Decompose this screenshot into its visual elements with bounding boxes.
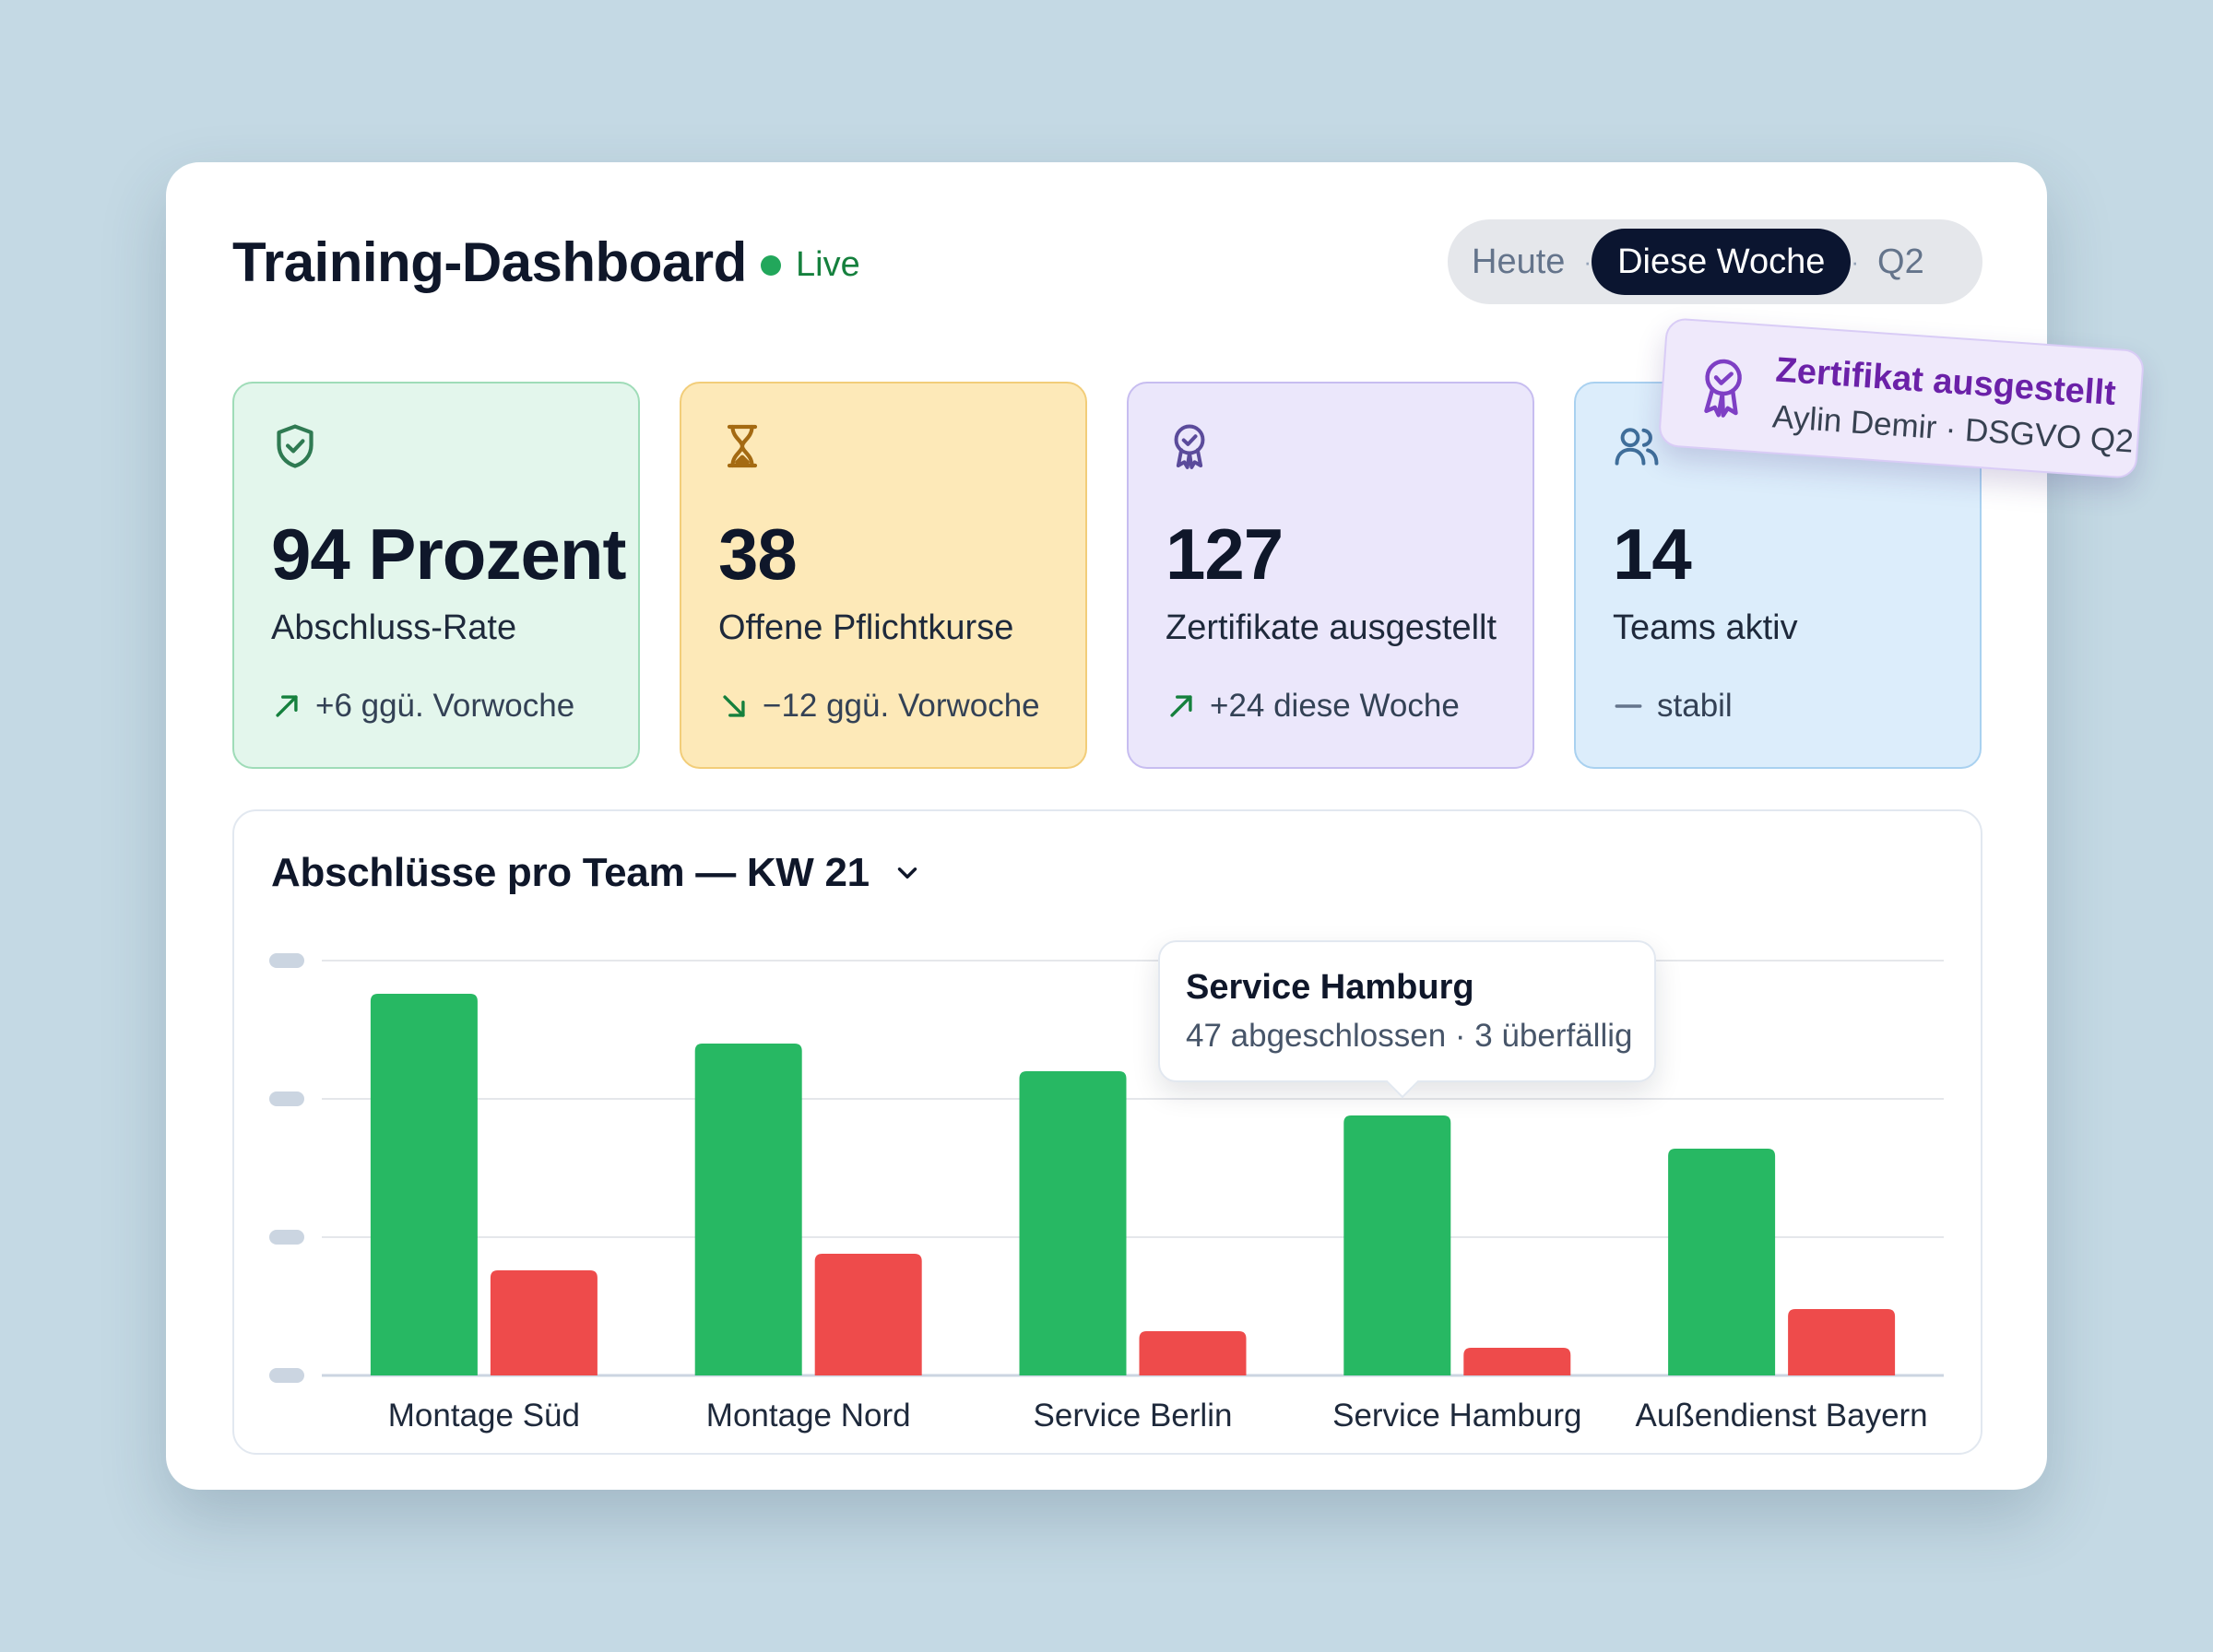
bar-completed[interactable]	[370, 994, 478, 1375]
chart-tooltip: Service Hamburg 47 abgeschlossen · 3 übe…	[1158, 940, 1656, 1082]
kpi-value: 14	[1613, 513, 1692, 595]
period-option-diese-woche[interactable]: Diese Woche	[1592, 229, 1852, 295]
bar-completed[interactable]	[1668, 1149, 1776, 1375]
arrow-up-right-icon	[276, 695, 298, 717]
chart-card: Abschlüsse pro Team — KW 21 Montage Süd M…	[232, 809, 1982, 1455]
kpi-card-completion-rate[interactable]: 94 Prozent Abschluss-Rate +6 ggü. Vorwoc…	[232, 382, 640, 769]
tooltip-title: Service Hamburg	[1186, 968, 1474, 1007]
hourglass-icon	[727, 424, 758, 468]
x-tick-label: Service Hamburg	[1332, 1398, 1581, 1434]
y-tick-placeholder	[269, 1092, 304, 1106]
bar-overdue[interactable]	[1139, 1331, 1247, 1375]
y-tick-placeholder	[269, 1368, 304, 1383]
separator-dot: ·	[1583, 247, 1592, 276]
y-tick-placeholder	[269, 953, 304, 968]
arrow-up-right-icon	[1170, 695, 1192, 717]
bar-completed[interactable]	[1019, 1071, 1127, 1375]
award-ribbon-icon	[1174, 424, 1205, 469]
bar-chart: Montage Süd Montage Nord Service Berlin Ser…	[269, 953, 1944, 1434]
kpi-value: 38	[718, 513, 798, 595]
kpi-delta-text: −12 ggü. Vorwoche	[763, 688, 1040, 724]
live-dot-icon	[761, 254, 781, 276]
kpi-label: Teams aktiv	[1613, 608, 1798, 647]
certificate-toast[interactable]: Zertifikat ausgestellt Aylin Demir · DSG…	[1657, 317, 2146, 479]
users-icon	[1615, 428, 1659, 466]
kpi-delta: stabil	[1613, 688, 1733, 725]
bar-completed[interactable]	[1343, 1115, 1451, 1375]
kpi-card-certificates[interactable]: 127 Zertifikate ausgestellt +24 diese Wo…	[1127, 382, 1534, 769]
kpi-label: Offene Pflichtkurse	[718, 608, 1014, 647]
live-indicator: Live	[761, 245, 860, 285]
dash-icon	[1615, 704, 1642, 708]
kpi-value: 94 Prozent	[271, 513, 626, 595]
chart-header[interactable]: Abschlüsse pro Team — KW 21	[271, 850, 923, 896]
x-tick-label: Montage Nord	[706, 1398, 911, 1434]
x-tick-label: Service Berlin	[1034, 1398, 1233, 1434]
chart-title: Abschlüsse pro Team — KW 21	[271, 850, 870, 895]
kpi-value: 127	[1166, 513, 1284, 595]
period-option-heute[interactable]: Heute	[1472, 242, 1566, 281]
tooltip-detail: 47 abgeschlossen · 3 überfällig	[1186, 1018, 1633, 1054]
kpi-delta-text: +24 diese Woche	[1210, 688, 1460, 724]
y-tick-placeholder	[269, 1230, 304, 1245]
period-switch: Heute · Diese Woche · Q2	[1448, 219, 1982, 304]
chevron-down-icon[interactable]	[892, 857, 923, 889]
kpi-delta-text: +6 ggü. Vorwoche	[315, 688, 575, 724]
kpi-label: Zertifikate ausgestellt	[1166, 608, 1497, 647]
arrow-down-right-icon	[723, 695, 745, 717]
kpi-label: Abschluss-Rate	[271, 608, 517, 647]
kpi-delta: +24 diese Woche	[1166, 688, 1460, 725]
kpi-delta: −12 ggü. Vorwoche	[718, 688, 1040, 725]
bar-overdue[interactable]	[814, 1254, 922, 1375]
shield-check-icon	[277, 424, 314, 468]
live-label: Live	[796, 245, 860, 284]
kpi-delta: +6 ggü. Vorwoche	[271, 688, 574, 725]
kpi-card-open-courses[interactable]: 38 Offene Pflichtkurse −12 ggü. Vorwoche	[680, 382, 1087, 769]
kpi-delta-text: stabil	[1657, 688, 1733, 724]
bar-overdue[interactable]	[1788, 1309, 1896, 1375]
separator-dot: ·	[1851, 247, 1860, 276]
bar-completed[interactable]	[694, 1044, 802, 1375]
period-option-q2[interactable]: Q2	[1877, 242, 1924, 281]
bar-overdue[interactable]	[490, 1270, 598, 1375]
award-ribbon-icon	[1704, 359, 1742, 418]
x-tick-label: Montage Süd	[388, 1398, 580, 1434]
x-tick-label: Außendienst Bayern	[1636, 1398, 1928, 1434]
page-title: Training-Dashboard	[232, 231, 747, 293]
bar-overdue[interactable]	[1463, 1348, 1571, 1375]
